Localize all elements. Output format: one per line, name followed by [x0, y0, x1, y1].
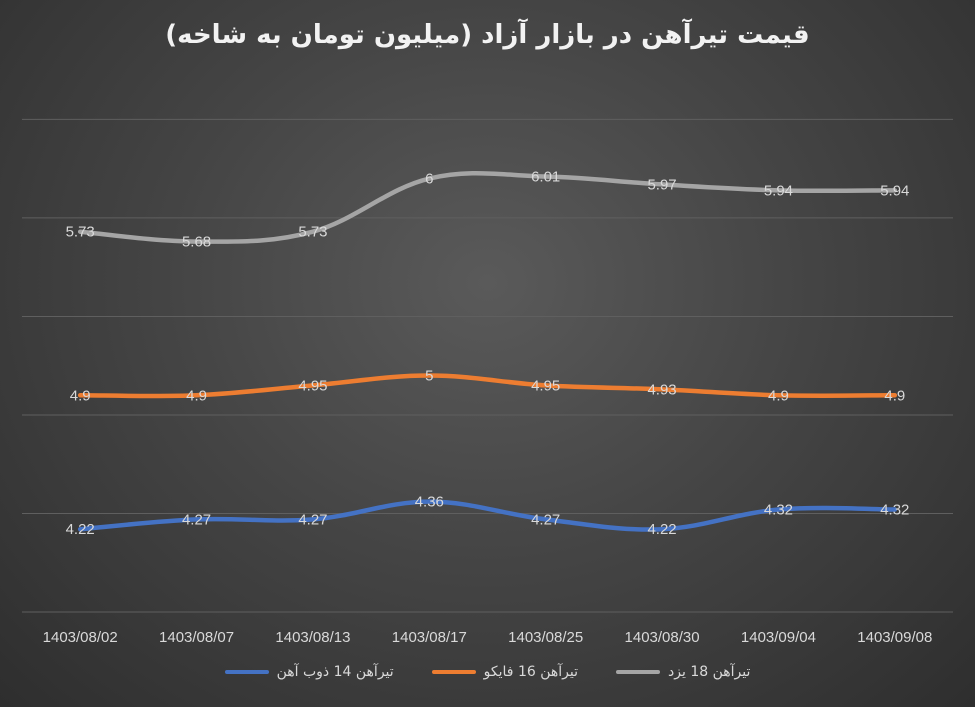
data-label-series-3: 6: [425, 171, 433, 188]
legend-label-series-3: تیرآهن 18 یزد: [668, 664, 751, 680]
legend-label-series-2: تیرآهن 16 فایکو: [483, 664, 579, 680]
x-tick-label: 1403/09/04: [741, 629, 816, 646]
series-line-3: [77, 171, 898, 244]
x-tick-label: 1403/08/02: [43, 629, 118, 646]
data-label-series-3: 5.94: [880, 182, 909, 199]
data-label-series-1: 4.32: [880, 502, 909, 519]
data-label-series-2: 4.9: [768, 387, 789, 404]
data-label-series-1: 4.36: [415, 494, 444, 511]
data-label-series-3: 5.73: [298, 224, 327, 241]
data-label-series-3: 6.01: [531, 169, 560, 186]
data-label-series-2: 4.9: [70, 387, 91, 404]
x-tick-label: 1403/08/17: [392, 629, 467, 646]
data-label-series-2: 4.9: [186, 387, 207, 404]
x-tick-label: 1403/08/13: [275, 629, 350, 646]
series-line-1: [77, 499, 898, 532]
legend-swatch-series-2: [431, 670, 476, 674]
series-line-2: [77, 373, 898, 399]
legend-item-series-3[interactable]: تیرآهن 18 یزد: [616, 664, 750, 680]
data-label-series-3: 5.97: [647, 176, 676, 193]
x-tick-label: 1403/08/07: [159, 629, 234, 646]
legend-swatch-series-3: [616, 670, 661, 674]
data-label-series-3: 5.94: [764, 182, 793, 199]
legend-item-series-1[interactable]: تیرآهن 14 ذوب آهن: [224, 664, 394, 680]
data-label-series-3: 5.73: [66, 224, 95, 241]
x-tick-label: 1403/09/08: [857, 629, 932, 646]
x-tick-label: 1403/08/25: [508, 629, 583, 646]
data-label-series-2: 5: [425, 368, 433, 385]
data-label-series-2: 4.95: [298, 377, 327, 394]
legend-label-series-1: تیرآهن 14 ذوب آهن: [276, 664, 394, 680]
data-label-series-1: 4.27: [531, 511, 560, 528]
legend-swatch-series-1: [224, 670, 269, 674]
data-label-series-1: 4.22: [66, 521, 95, 538]
chart-title: قیمت تیرآهن در بازار آزاد (میلیون تومان …: [165, 20, 810, 50]
data-label-series-2: 4.9: [884, 387, 905, 404]
x-tick-label: 1403/08/30: [625, 629, 700, 646]
data-label-series-3: 5.68: [182, 234, 211, 251]
data-label-series-1: 4.32: [764, 502, 793, 519]
legend-item-series-2[interactable]: تیرآهن 16 فایکو: [431, 664, 579, 680]
data-label-series-2: 4.93: [647, 381, 676, 398]
legend: تیرآهن 14 ذوب آهن تیرآهن 16 فایکو تیرآهن…: [0, 664, 975, 680]
data-label-series-1: 4.22: [647, 521, 676, 538]
data-label-series-1: 4.27: [298, 511, 327, 528]
data-label-series-1: 4.27: [182, 511, 211, 528]
data-label-series-2: 4.95: [531, 377, 560, 394]
